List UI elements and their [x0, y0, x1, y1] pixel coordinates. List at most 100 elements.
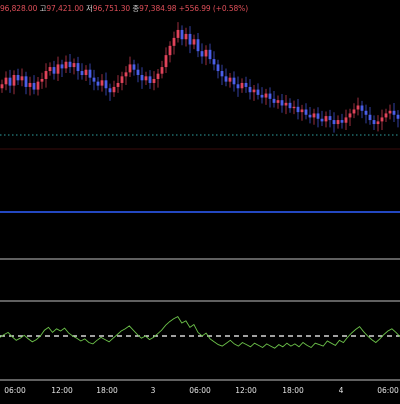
candle-body — [296, 106, 300, 113]
candle-body — [152, 78, 156, 83]
candle-body — [312, 113, 316, 118]
candle-body — [368, 114, 372, 121]
candle-body — [280, 100, 284, 106]
candle-body — [196, 39, 200, 52]
candle-body — [352, 109, 356, 114]
candle-body — [72, 63, 76, 68]
candle-body — [244, 82, 248, 87]
candle-body — [68, 61, 72, 68]
price-candles — [0, 22, 400, 133]
candle-body — [60, 64, 64, 69]
candle-body — [180, 29, 184, 40]
candle-body — [48, 67, 52, 72]
candle-body — [20, 76, 24, 81]
candle-body — [276, 100, 280, 103]
candle-body — [216, 64, 220, 72]
candle-body — [384, 113, 388, 118]
candle-body — [100, 80, 104, 86]
candle-body — [44, 71, 48, 79]
candle-body — [108, 88, 112, 93]
candle-body — [332, 120, 336, 125]
candle-body — [112, 86, 116, 93]
candle-body — [8, 77, 12, 86]
candle-body — [64, 61, 68, 69]
candle-body — [32, 82, 36, 90]
candle-body — [40, 78, 44, 82]
time-label-2: 18:00 — [96, 386, 118, 395]
candle-body — [240, 82, 244, 89]
oscillator-line — [0, 316, 400, 349]
candle-body — [292, 106, 296, 109]
candle-body — [284, 102, 288, 106]
candle-body — [24, 76, 28, 87]
candle-body — [164, 55, 168, 68]
candle-body — [348, 113, 352, 118]
candle-body — [232, 77, 236, 85]
candle-body — [300, 109, 304, 113]
time-label-7: 4 — [338, 386, 344, 395]
candle-body — [236, 84, 240, 89]
candle-body — [396, 114, 400, 119]
candle-body — [364, 110, 368, 115]
candle-body — [252, 89, 256, 93]
candle-body — [220, 71, 224, 77]
low-label: 저 — [85, 4, 93, 13]
candle-body — [260, 94, 264, 98]
candle-body — [132, 64, 136, 70]
candle-body — [212, 59, 216, 65]
candle-body — [88, 69, 92, 78]
candle-body — [304, 109, 308, 115]
candle-body — [340, 120, 344, 123]
candle-body — [344, 117, 348, 123]
close-label: 종 — [132, 4, 140, 13]
candle-body — [52, 67, 56, 74]
candle-body — [28, 82, 32, 87]
candle-body — [268, 93, 272, 99]
candle-body — [172, 37, 176, 46]
candle-body — [324, 116, 328, 122]
candle-body — [380, 117, 384, 122]
candle-body — [356, 105, 360, 110]
candle-body — [92, 77, 96, 82]
candle-body — [124, 72, 128, 77]
candle-body — [84, 69, 88, 76]
time-label-0: 06:00 — [4, 386, 26, 395]
time-label-1: 12:00 — [51, 386, 73, 395]
high-value: 97,421.00 — [46, 4, 84, 13]
candle-body — [56, 64, 60, 74]
candle-body — [176, 29, 180, 38]
candle-body — [228, 77, 232, 82]
candle-body — [272, 98, 276, 103]
candle-body — [248, 86, 252, 93]
candle-body — [116, 82, 120, 87]
candle-body — [288, 102, 292, 109]
candle-body — [96, 81, 100, 86]
candle-body — [184, 33, 188, 40]
candle-body — [0, 84, 4, 89]
candle-body — [12, 75, 16, 86]
time-label-8: 06:00 — [377, 386, 399, 395]
candle-body — [192, 39, 196, 45]
candle-body — [392, 110, 396, 115]
candle-body — [144, 76, 148, 81]
candle-body — [168, 45, 172, 56]
candle-body — [388, 110, 392, 114]
candle-body — [376, 121, 380, 125]
time-label-6: 18:00 — [282, 386, 304, 395]
change-value: +556.99 (+0.58%) — [178, 4, 249, 13]
candle-body — [188, 33, 192, 45]
candle-body — [372, 120, 376, 125]
candle-body — [224, 76, 228, 82]
candle-body — [128, 64, 132, 73]
open-value: 96,828.00 — [0, 4, 38, 13]
time-label-3: 3 — [150, 386, 156, 395]
time-label-4: 06:00 — [189, 386, 211, 395]
candle-body — [336, 120, 340, 125]
candle-body — [120, 76, 124, 83]
candle-body — [160, 67, 164, 74]
candle-body — [264, 93, 268, 98]
time-label-5: 12:00 — [235, 386, 257, 395]
candle-body — [308, 114, 312, 118]
